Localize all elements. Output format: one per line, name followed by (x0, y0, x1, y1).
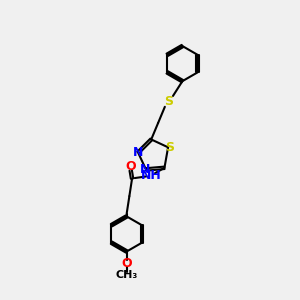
Text: O: O (125, 160, 136, 173)
Text: S: S (165, 141, 174, 154)
Text: O: O (122, 257, 132, 270)
Text: N: N (140, 164, 150, 176)
Text: NH: NH (141, 169, 161, 182)
Text: S: S (164, 95, 173, 108)
Text: CH₃: CH₃ (116, 270, 138, 280)
Text: N: N (133, 146, 143, 158)
